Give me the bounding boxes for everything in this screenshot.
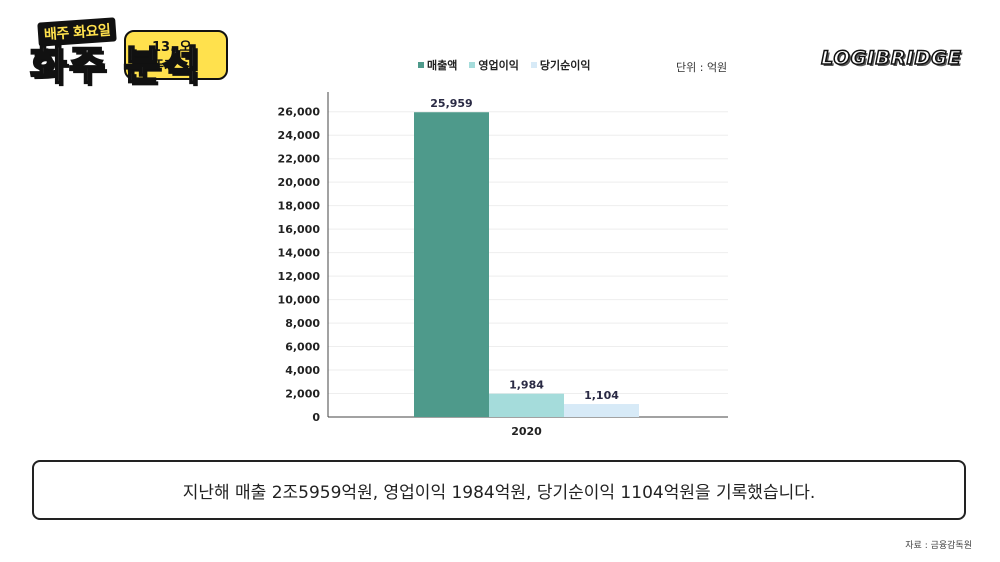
legend-label-net-income: 당기순이익 (539, 59, 591, 72)
summary-box: 지난해 매출 2조5959억원, 영업이익 1984억원, 당기순이익 1104… (32, 460, 966, 520)
y-tick-label: 6,000 (285, 341, 320, 354)
bar-revenue (414, 112, 489, 417)
legend-item-revenue: 매출액 (418, 57, 457, 73)
y-tick-label: 0 (312, 411, 320, 424)
summary-text: 지난해 매출 2조5959억원, 영업이익 1984억원, 당기순이익 1104… (182, 482, 816, 503)
data-label-operating-profit: 1,984 (509, 379, 544, 392)
source-note: 자료 : 금융감독원 (905, 541, 972, 551)
y-tick-label: 2,000 (285, 388, 320, 401)
topic-pill: 13. 오뚜기 (124, 30, 228, 80)
data-label-net-income: 1,104 (584, 389, 619, 402)
data-label-revenue: 25,959 (430, 97, 472, 110)
legend-label-revenue: 매출액 (427, 59, 458, 72)
legend-item-net-income: 당기순이익 (530, 57, 591, 73)
y-tick-label: 10,000 (278, 294, 321, 307)
y-tick-label: 14,000 (278, 247, 321, 260)
y-tick-label: 18,000 (278, 200, 321, 213)
y-tick-label: 26,000 (278, 106, 321, 119)
y-tick-label: 4,000 (285, 364, 320, 377)
series-title: 화주 분석 (29, 43, 202, 89)
brand-logo: LOGIBRIDGE (820, 46, 962, 70)
bar-operating-profit (489, 393, 564, 417)
legend-label-operating-profit: 영업이익 (478, 59, 519, 72)
y-tick-label: 12,000 (278, 270, 321, 283)
chart-legend: 매출액 영업이익 당기순이익 (418, 57, 590, 73)
y-tick-label: 20,000 (278, 176, 321, 189)
bar-chart: 0 2,000 4,000 6,000 8,000 10,000 12,000 14,000 1… (278, 92, 728, 438)
bar-net-income (564, 404, 639, 417)
legend-swatch-net-income (530, 62, 537, 68)
series-logo: 배주 화요일 13. 오뚜기 화주 분석 (28, 17, 228, 103)
y-tick-label: 22,000 (278, 153, 321, 166)
y-tick-label: 8,000 (285, 317, 320, 330)
y-tick-label: 24,000 (278, 129, 321, 142)
legend-swatch-operating-profit (469, 62, 476, 68)
x-tick-label: 2020 (511, 425, 542, 438)
legend-item-operating-profit: 영업이익 (469, 57, 519, 73)
legend-swatch-revenue (418, 62, 424, 68)
y-tick-label: 16,000 (278, 223, 321, 236)
unit-label: 단위 : 억원 (676, 61, 728, 74)
